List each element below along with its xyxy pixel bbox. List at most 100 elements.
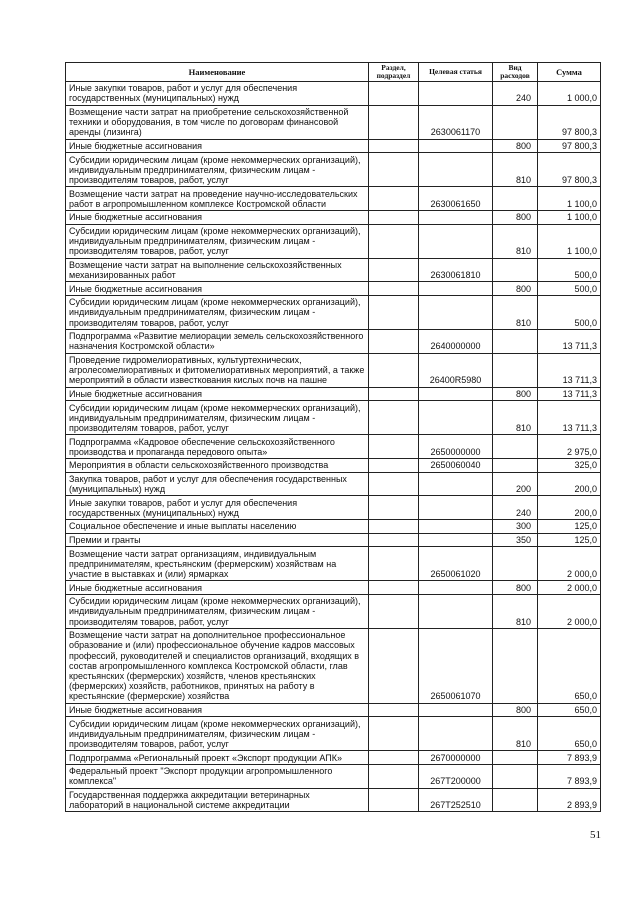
table-row: Федеральный проект "Экспорт продукции аг… <box>65 763 601 789</box>
cell-type <box>492 257 538 283</box>
cell-name: Иные бюджетные ассигнования <box>65 702 369 718</box>
cell-target <box>418 495 493 521</box>
cell-sum: 650,0 <box>537 716 601 752</box>
cell-type: 810 <box>492 400 538 436</box>
table-row: Иные бюджетные ассигнования 800 650,0 <box>65 702 601 718</box>
table-row: Иные бюджетные ассигнования 800 97 800,3 <box>65 138 601 154</box>
cell-name: Иные бюджетные ассигнования <box>65 138 369 154</box>
cell-section <box>368 593 419 629</box>
cell-name: Закупка товаров, работ и услуг для обесп… <box>65 471 369 497</box>
table-row: Субсидии юридическим лицам (кроме некомм… <box>65 152 601 188</box>
table-row: Возмещение части затрат на приобретение … <box>65 104 601 140</box>
cell-sum: 2 893,9 <box>537 787 601 813</box>
cell-target <box>418 593 493 629</box>
cell-type: 800 <box>492 702 538 718</box>
cell-section <box>368 210 419 225</box>
cell-type: 800 <box>492 580 538 595</box>
table-row: Иные бюджетные ассигнования 800 1 100,0 <box>65 210 601 225</box>
cell-type: 800 <box>492 386 538 402</box>
cell-name: Государственная поддержка аккредитации в… <box>65 787 369 813</box>
cell-type <box>492 763 538 789</box>
cell-name: Проведение гидромелиоративных, культурте… <box>65 352 369 388</box>
cell-type <box>492 546 538 582</box>
cell-name: Мероприятия в области сельскохозяйственн… <box>65 458 369 473</box>
cell-sum: 500,0 <box>537 295 601 331</box>
cell-type: 800 <box>492 138 538 154</box>
header-sum: Сумма <box>537 62 601 82</box>
cell-name: Субсидии юридическим лицам (кроме некомм… <box>65 593 369 629</box>
table-row: Субсидии юридическим лицам (кроме некомм… <box>65 593 601 629</box>
cell-section <box>368 152 419 188</box>
cell-target: 2670000000 <box>418 750 493 765</box>
cell-sum: 125,0 <box>537 532 601 548</box>
cell-name: Иные бюджетные ассигнования <box>65 386 369 402</box>
cell-sum: 2 000,0 <box>537 593 601 629</box>
table-row: Иные бюджетные ассигнования 800 2 000,0 <box>65 580 601 595</box>
cell-type: 810 <box>492 223 538 259</box>
cell-section <box>368 458 419 473</box>
cell-name: Субсидии юридическим лицам (кроме некомм… <box>65 152 369 188</box>
cell-target <box>418 386 493 402</box>
cell-name: Возмещение части затрат на дополнительно… <box>65 627 369 704</box>
cell-section <box>368 763 419 789</box>
cell-section <box>368 580 419 595</box>
cell-target <box>418 152 493 188</box>
cell-name: Иные закупки товаров, работ и услуг для … <box>65 495 369 521</box>
cell-name: Возмещение части затрат на выполнение се… <box>65 257 369 283</box>
header-target: Целевая статья <box>418 62 493 82</box>
cell-type: 240 <box>492 495 538 521</box>
cell-name: Иные закупки товаров, работ и услуг для … <box>65 81 369 106</box>
cell-type: 800 <box>492 210 538 225</box>
cell-name: Иные бюджетные ассигнования <box>65 210 369 225</box>
cell-name: Субсидии юридическим лицам (кроме некомм… <box>65 223 369 259</box>
cell-target: 267T252510 <box>418 787 493 813</box>
cell-target <box>418 81 493 106</box>
cell-name: Федеральный проект "Экспорт продукции аг… <box>65 763 369 789</box>
cell-name: Возмещение части затрат на приобретение … <box>65 104 369 140</box>
table-row: Подпрограмма «Развитие мелиорации земель… <box>65 329 601 354</box>
cell-target <box>418 716 493 752</box>
cell-target: 2650061070 <box>418 627 493 704</box>
cell-sum: 1 100,0 <box>537 186 601 212</box>
cell-section <box>368 223 419 259</box>
cell-type: 810 <box>492 593 538 629</box>
cell-section <box>368 627 419 704</box>
cell-name: Подпрограмма «Региональный проект «Экспо… <box>65 750 369 765</box>
table-row: Субсидии юридическим лицам (кроме некомм… <box>65 295 601 331</box>
cell-type <box>492 104 538 140</box>
cell-target: 2640000000 <box>418 329 493 354</box>
cell-section <box>368 329 419 354</box>
cell-target <box>418 295 493 331</box>
cell-sum: 500,0 <box>537 257 601 283</box>
cell-type <box>492 434 538 460</box>
cell-name: Субсидии юридическим лицам (кроме некомм… <box>65 400 369 436</box>
cell-sum: 1 100,0 <box>537 223 601 259</box>
cell-type: 240 <box>492 81 538 106</box>
cell-section <box>368 716 419 752</box>
table-header-row: Наименование Раздел, подраздел Целевая с… <box>65 62 601 82</box>
cell-sum: 200,0 <box>537 471 601 497</box>
cell-sum: 1 100,0 <box>537 210 601 225</box>
table-row: Иные бюджетные ассигнования 800 500,0 <box>65 281 601 297</box>
table-row: Государственная поддержка аккредитации в… <box>65 787 601 813</box>
cell-section <box>368 104 419 140</box>
table-row: Субсидии юридическим лицам (кроме некомм… <box>65 716 601 752</box>
cell-sum: 125,0 <box>537 519 601 534</box>
cell-section <box>368 257 419 283</box>
cell-target: 2650061020 <box>418 546 493 582</box>
cell-name: Возмещение части затрат на проведение на… <box>65 186 369 212</box>
cell-type <box>492 750 538 765</box>
cell-sum: 13 711,3 <box>537 400 601 436</box>
cell-section <box>368 471 419 497</box>
cell-type: 810 <box>492 295 538 331</box>
table-row: Возмещение части затрат на выполнение се… <box>65 257 601 283</box>
cell-type <box>492 787 538 813</box>
cell-type: 300 <box>492 519 538 534</box>
header-type: Вид расходов <box>492 62 538 82</box>
cell-section <box>368 702 419 718</box>
cell-name: Субсидии юридическим лицам (кроме некомм… <box>65 716 369 752</box>
cell-target <box>418 580 493 595</box>
cell-type <box>492 329 538 354</box>
budget-table: Наименование Раздел, подраздел Целевая с… <box>65 62 601 813</box>
cell-target <box>418 223 493 259</box>
